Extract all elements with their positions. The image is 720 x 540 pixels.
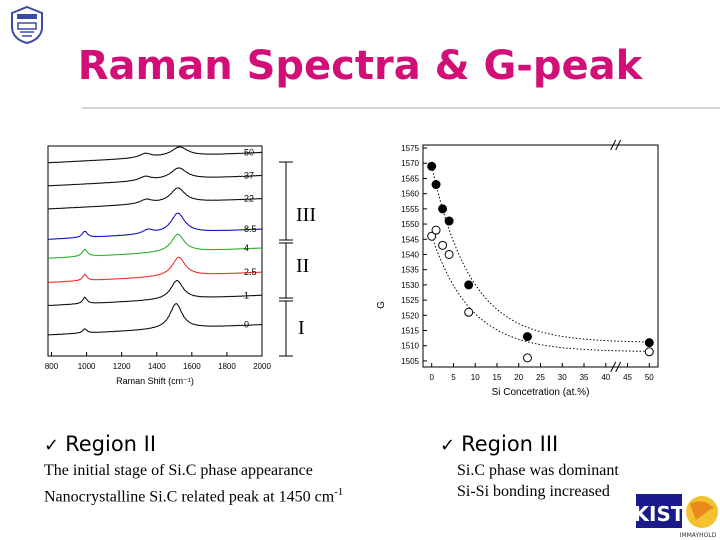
kist-logo: KIST IMMAYHOLD xyxy=(636,494,718,539)
y-tick-label: 1520 xyxy=(401,311,419,320)
x-tick-label: 15 xyxy=(493,373,502,382)
region-label: I xyxy=(298,317,305,339)
data-point-filled xyxy=(644,338,654,348)
y-tick-label: 1525 xyxy=(401,296,419,305)
x-tick-label: 30 xyxy=(558,373,567,382)
spectrum-line xyxy=(47,212,263,240)
data-point-filled xyxy=(464,280,474,290)
data-point-filled xyxy=(522,332,532,342)
spectrum-line xyxy=(47,279,263,307)
y-tick-label: 1545 xyxy=(401,235,419,244)
spectrum-line xyxy=(47,256,263,284)
check-icon: ✓ xyxy=(44,435,60,456)
trend-curve xyxy=(431,166,650,343)
x-axis-label: Raman Shift (cm⁻¹) xyxy=(116,376,194,386)
data-point-open xyxy=(444,249,454,259)
x-tick-label: 1400 xyxy=(148,362,166,371)
series-label: 22 xyxy=(244,194,254,204)
region-iii-line-2: Si-Si bonding increased xyxy=(457,483,610,500)
series-label: 37 xyxy=(244,171,254,181)
trend-curve xyxy=(431,236,650,352)
y-tick-label: 1550 xyxy=(401,220,419,229)
unit-superscript: -1 xyxy=(334,486,344,498)
data-point-open xyxy=(431,225,441,235)
spectrum-line xyxy=(47,167,263,187)
x-tick-label: 0 xyxy=(429,373,434,382)
x-tick-label: 1000 xyxy=(78,362,96,371)
y-tick-label: 1555 xyxy=(401,205,419,214)
x-tick-label: 800 xyxy=(45,362,59,371)
series-label: 2.5 xyxy=(244,267,257,277)
data-point-filled xyxy=(431,180,441,190)
x-tick-label: 35 xyxy=(580,373,589,382)
x-tick-label: 25 xyxy=(536,373,545,382)
spectrum-line xyxy=(48,233,263,259)
y-tick-label: 1510 xyxy=(401,342,419,351)
series-label: 0 xyxy=(244,320,249,330)
x-tick-label: 1600 xyxy=(183,362,201,371)
region-label: II xyxy=(296,255,309,277)
spectrum-line xyxy=(47,303,262,336)
x-tick-label: 50 xyxy=(645,373,654,382)
x-tick-label: 20 xyxy=(514,373,523,382)
y-axis-label: G xyxy=(376,301,387,309)
x-tick-label: 2000 xyxy=(253,362,271,371)
x-tick-label: 10 xyxy=(471,373,480,382)
region-ii-line-1: The initial stage of Si.C phase appearan… xyxy=(44,462,313,479)
data-point-open xyxy=(427,231,437,241)
axis-break-mark xyxy=(615,139,622,151)
series-label: 8.5 xyxy=(244,224,257,234)
region-ii-heading: ✓ Region II xyxy=(44,432,157,456)
region-ii-line-2: Nanocrystalline Si.C related peak at 145… xyxy=(44,486,344,506)
x-axis-label: Si Concetration (at.%) xyxy=(492,387,590,398)
spectrum-line xyxy=(47,187,263,210)
region-label: III xyxy=(296,204,316,226)
y-tick-label: 1540 xyxy=(401,250,419,259)
y-tick-label: 1560 xyxy=(401,190,419,199)
x-tick-label: 5 xyxy=(451,373,456,382)
slide-title: Raman Spectra & G-peak xyxy=(77,43,643,89)
y-tick-label: 1530 xyxy=(401,281,419,290)
plot-frame xyxy=(47,145,263,357)
axis-break-mark xyxy=(615,361,622,373)
y-tick-label: 1505 xyxy=(401,357,419,366)
spectrum-line xyxy=(47,146,263,164)
university-seal-logo xyxy=(11,5,43,45)
data-point-open xyxy=(464,307,474,317)
y-tick-label: 1535 xyxy=(401,266,419,275)
x-tick-label: 40 xyxy=(601,373,610,382)
y-tick-label: 1575 xyxy=(401,144,419,153)
y-tick-label: 1570 xyxy=(401,159,419,168)
plot-frame xyxy=(422,144,659,368)
data-point-open xyxy=(522,353,532,363)
series-label: 4 xyxy=(244,243,249,253)
data-point-filled xyxy=(444,216,454,226)
kist-logo-text: KIST xyxy=(636,502,685,526)
y-tick-label: 1565 xyxy=(401,174,419,183)
title-underline xyxy=(82,107,720,109)
axis-break-mark xyxy=(610,361,617,373)
data-point-open xyxy=(438,240,448,250)
region-iii-heading: ✓ Region III xyxy=(440,432,559,456)
series-label: 1 xyxy=(244,290,249,300)
kist-logo-subtext: IMMAYHOLD xyxy=(680,532,717,539)
y-tick-label: 1515 xyxy=(401,327,419,336)
x-tick-label: 1800 xyxy=(218,362,236,371)
data-point-open xyxy=(644,347,654,357)
check-icon: ✓ xyxy=(440,435,456,456)
series-label: 50 xyxy=(244,147,254,157)
x-tick-label: 1200 xyxy=(113,362,131,371)
data-point-filled xyxy=(427,161,437,171)
axis-break-mark xyxy=(610,139,617,151)
region-iii-line-1: Si.C phase was dominant xyxy=(457,462,619,479)
data-point-filled xyxy=(438,204,448,214)
x-tick-label: 45 xyxy=(623,373,632,382)
